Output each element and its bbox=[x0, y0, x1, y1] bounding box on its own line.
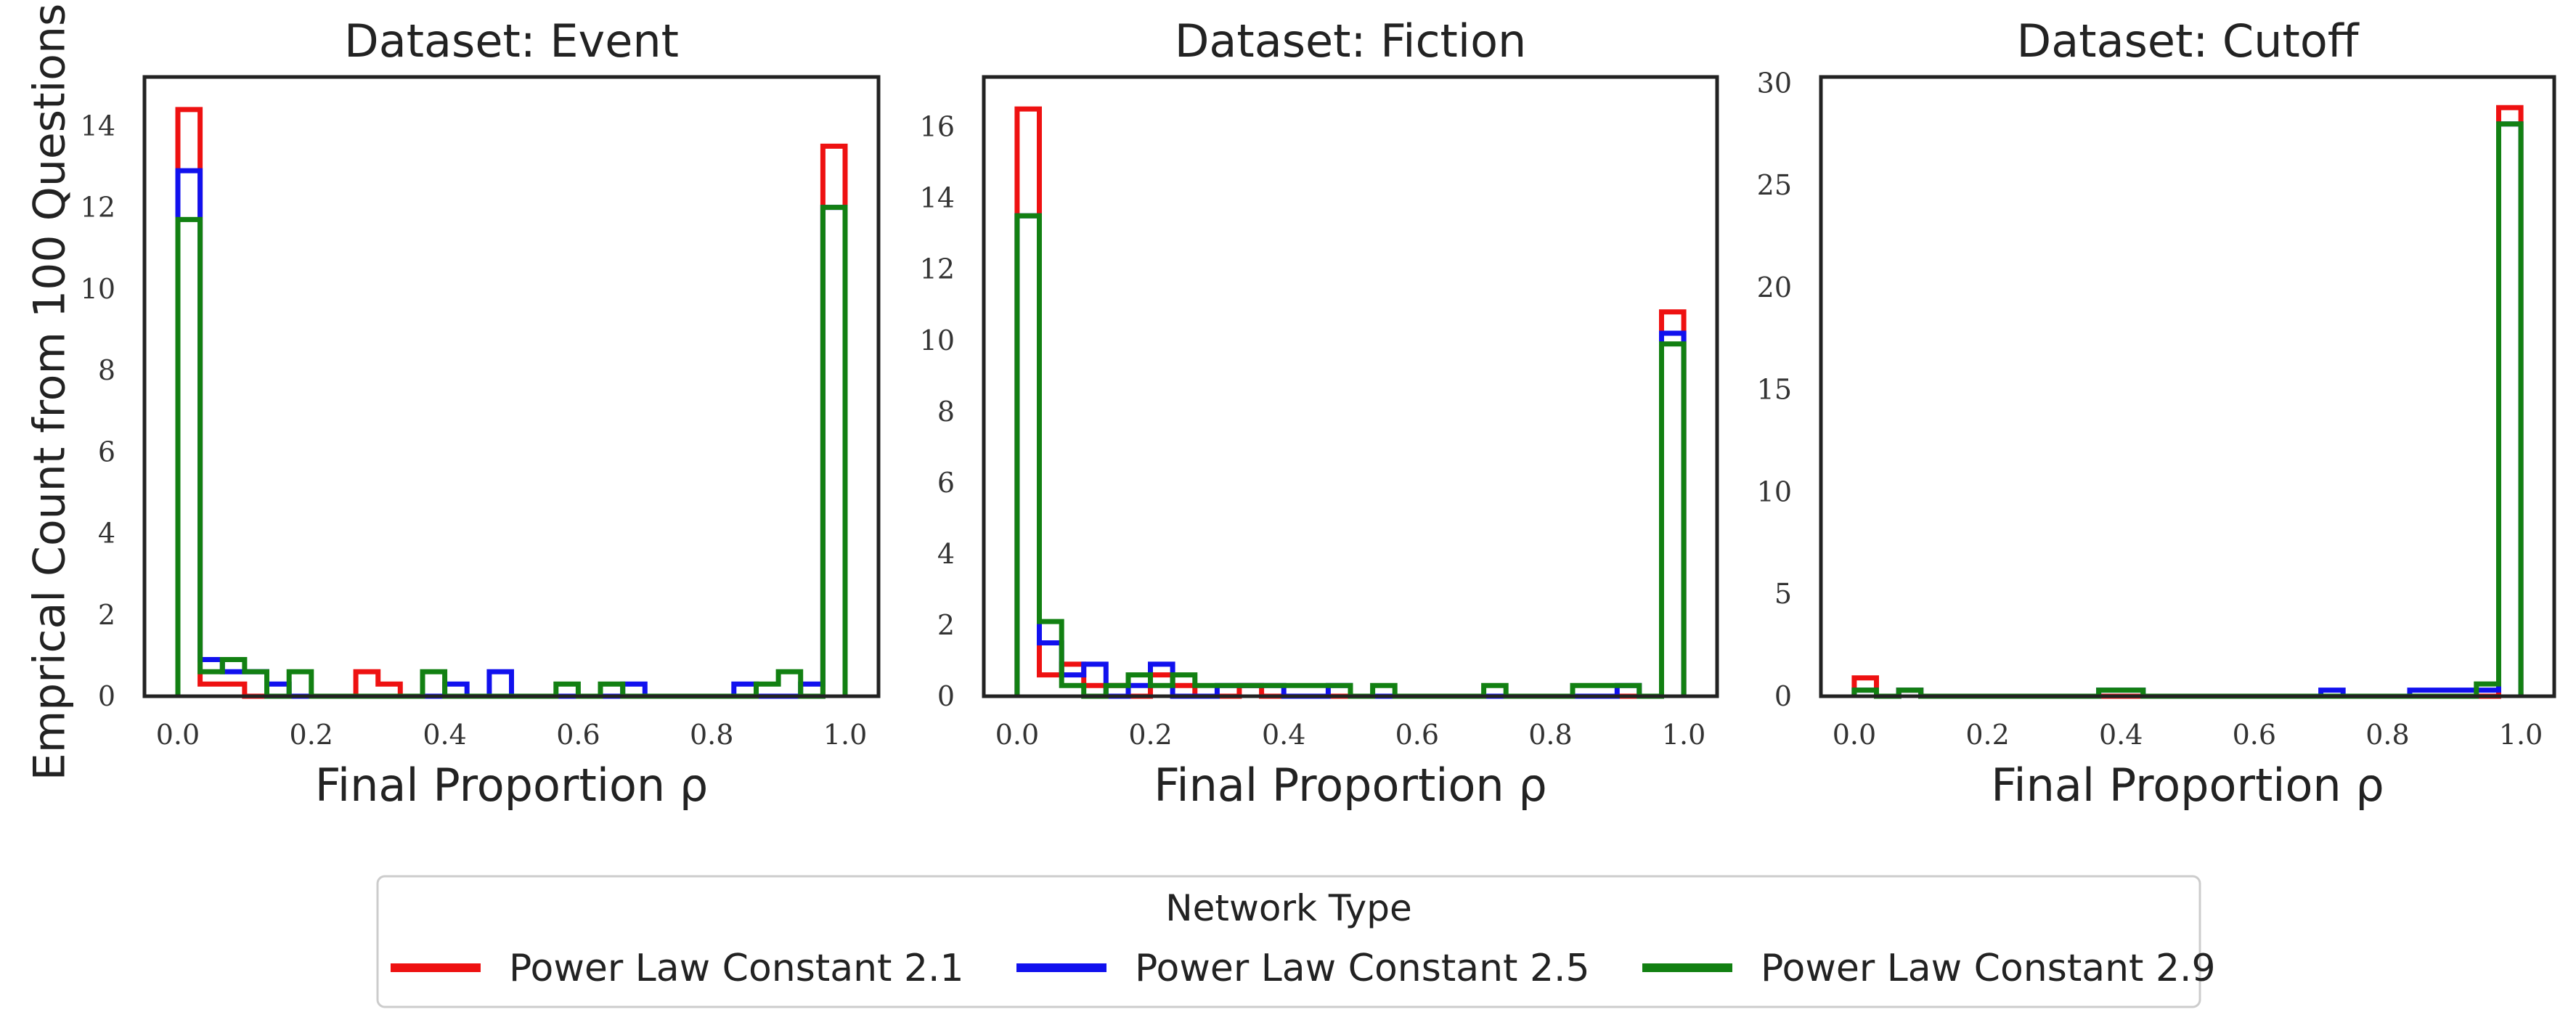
y-tick-label: 20 bbox=[1757, 272, 1792, 303]
x-tick-label: 1.0 bbox=[2499, 719, 2543, 751]
x-axis-label: Final Proportion ρ bbox=[315, 759, 709, 812]
y-tick-label: 0 bbox=[1774, 680, 1792, 712]
y-axis-label: Emprical Count from 100 Questions bbox=[25, 4, 76, 780]
x-tick-label: 1.0 bbox=[823, 719, 867, 751]
y-tick-label: 14 bbox=[81, 110, 115, 142]
y-tick-label: 12 bbox=[920, 253, 955, 285]
plot-frame bbox=[1819, 75, 2556, 698]
chart-title: Dataset: Event bbox=[344, 15, 679, 68]
y-tick-label: 10 bbox=[81, 273, 115, 305]
series-power-law-constant-2-5 bbox=[1014, 213, 1687, 699]
legend-entry: Power Law Constant 2.1 bbox=[509, 947, 964, 990]
x-tick-label: 0.8 bbox=[2365, 719, 2409, 751]
x-axis-label: Final Proportion ρ bbox=[1154, 759, 1547, 812]
y-tick-label: 12 bbox=[81, 192, 115, 224]
y-tick-label: 0 bbox=[937, 680, 955, 712]
x-tick-label: 0.6 bbox=[2233, 719, 2276, 751]
series-power-law-constant-2-1 bbox=[1014, 106, 1687, 699]
y-tick-label: 4 bbox=[98, 518, 115, 550]
y-tick-label: 2 bbox=[98, 599, 115, 631]
x-tick-label: 0.4 bbox=[1262, 719, 1305, 751]
series-power-law-constant-2-5 bbox=[175, 168, 848, 699]
chart-panel-cutoff: Dataset: Cutoff 0.0 0.2 0.4 0.6 0.8 1.0 0 5 10 15 2… bbox=[1757, 15, 2556, 812]
legend-entry: Power Law Constant 2.9 bbox=[1761, 947, 2216, 990]
legend-entry: Power Law Constant 2.5 bbox=[1135, 947, 1590, 990]
series-power-law-constant-2-5 bbox=[1851, 121, 2524, 699]
plot-frame bbox=[982, 75, 1719, 698]
x-tick-label: 0.2 bbox=[1965, 719, 2009, 751]
y-tick-label: 16 bbox=[920, 111, 955, 143]
y-tick-label: 10 bbox=[920, 325, 955, 356]
plot-frame bbox=[142, 75, 881, 698]
x-tick-label: 0.8 bbox=[690, 719, 733, 751]
x-tick-label: 0.8 bbox=[1528, 719, 1572, 751]
y-tick-label: 14 bbox=[920, 182, 955, 214]
x-tick-label: 0.4 bbox=[423, 719, 466, 751]
y-tick-label: 4 bbox=[937, 538, 955, 570]
y-tick-label: 8 bbox=[98, 354, 115, 386]
y-tick-label: 0 bbox=[98, 680, 115, 712]
x-tick-label: 0.2 bbox=[1128, 719, 1172, 751]
series-power-law-constant-2-9 bbox=[175, 205, 848, 699]
x-axis-label: Final Proportion ρ bbox=[1991, 759, 2384, 812]
y-tick-label: 6 bbox=[937, 467, 955, 499]
x-tick-label: 0.0 bbox=[995, 719, 1039, 751]
y-tick-label: 10 bbox=[1757, 476, 1792, 507]
series-power-law-constant-2-9 bbox=[1014, 213, 1687, 699]
x-tick-label: 0.6 bbox=[1395, 719, 1439, 751]
chart-title: Dataset: Fiction bbox=[1175, 15, 1527, 68]
chart-panel-fiction: Dataset: Fiction 0.0 0.2 0.4 0.6 0.8 1.0 0 2 4 6 8 1… bbox=[920, 15, 1719, 812]
y-tick-label: 6 bbox=[98, 436, 115, 468]
legend: Network Type Power Law Constant 2.1 Power… bbox=[376, 875, 2216, 1008]
y-tick-label: 30 bbox=[1757, 67, 1792, 99]
y-tick-label: 8 bbox=[937, 396, 955, 428]
chart-panel-event: Dataset: Event 0.0 0.2 0.4 0.6 0.8 1.0 0 2 4 6 8 10 1… bbox=[81, 15, 881, 812]
x-tick-label: 0.2 bbox=[290, 719, 333, 751]
series-power-law-constant-2-1 bbox=[1851, 105, 2524, 699]
y-tick-label: 2 bbox=[937, 609, 955, 641]
series-power-law-constant-2-1 bbox=[175, 107, 848, 699]
y-tick-label: 15 bbox=[1757, 374, 1792, 406]
y-tick-label: 5 bbox=[1774, 578, 1792, 610]
legend-title: Network Type bbox=[1165, 887, 1412, 929]
x-tick-label: 0.0 bbox=[156, 719, 200, 751]
x-tick-label: 0.6 bbox=[556, 719, 600, 751]
legend-box bbox=[376, 875, 2201, 1008]
x-tick-label: 0.0 bbox=[1833, 719, 1876, 751]
y-tick-label: 25 bbox=[1757, 169, 1792, 201]
chart-title: Dataset: Cutoff bbox=[2017, 15, 2360, 68]
series-power-law-constant-2-9 bbox=[1851, 121, 2524, 699]
x-tick-label: 1.0 bbox=[1662, 719, 1705, 751]
x-tick-label: 0.4 bbox=[2099, 719, 2143, 751]
